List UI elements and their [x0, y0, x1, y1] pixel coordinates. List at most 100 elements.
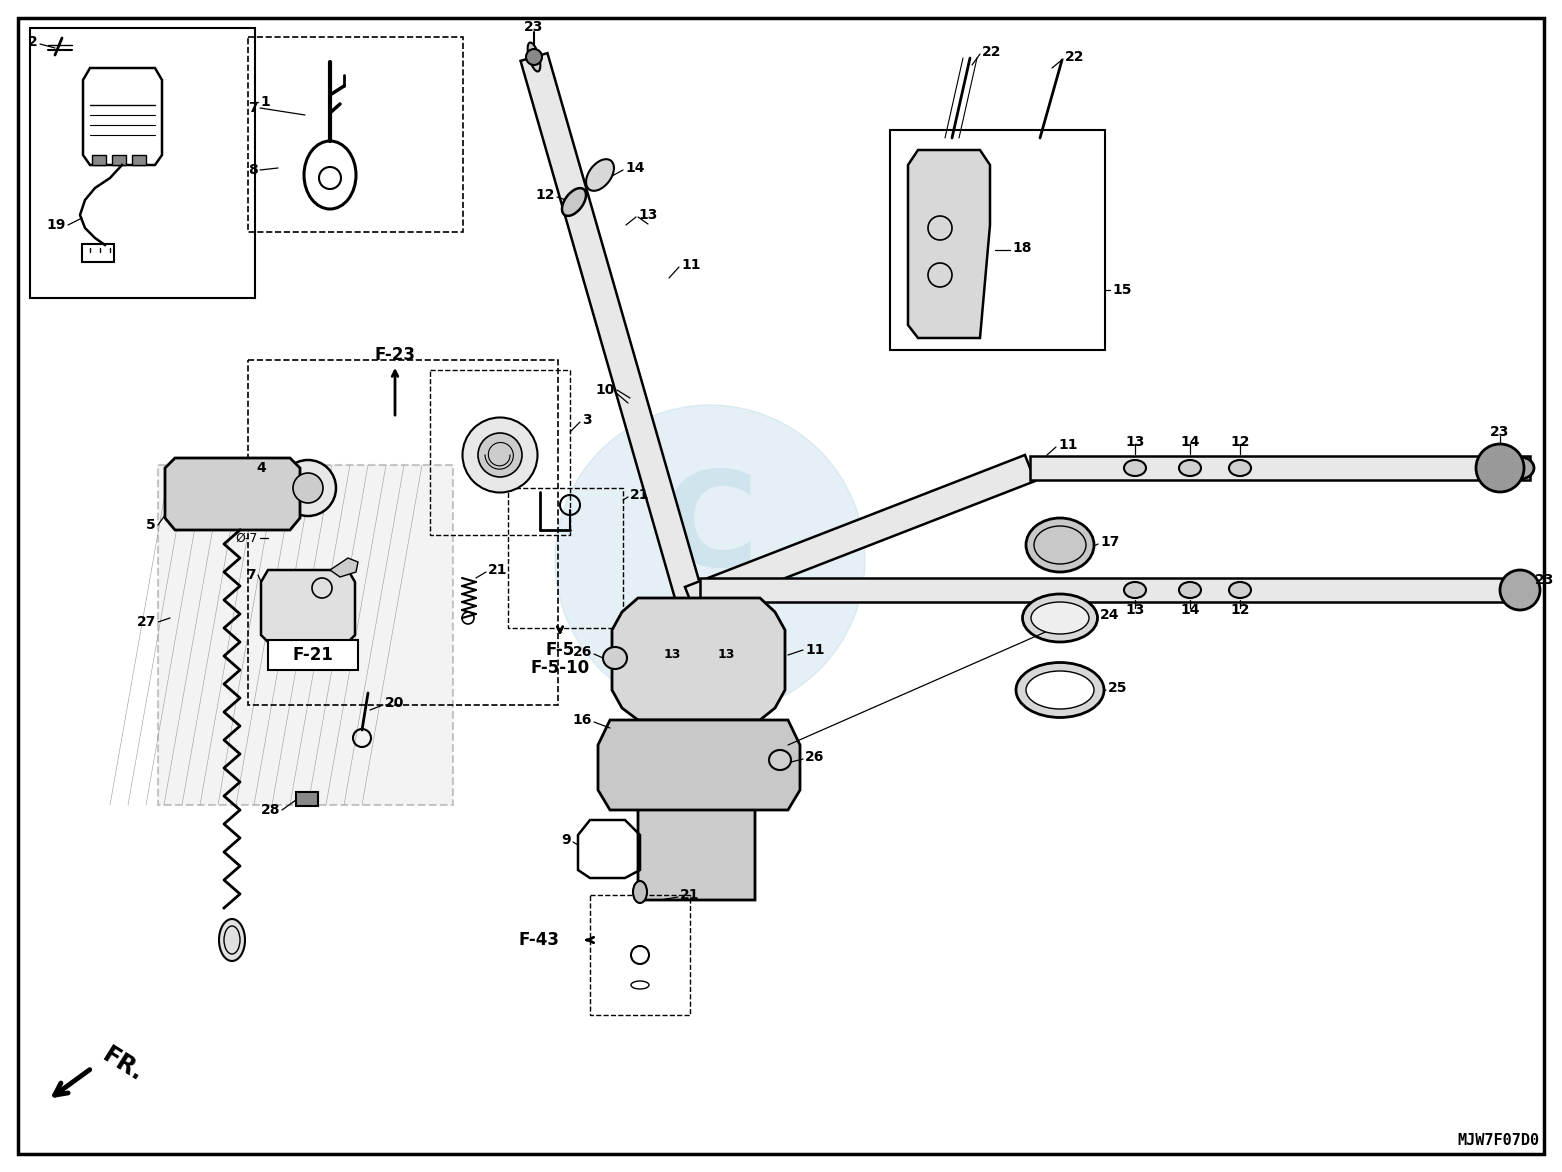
- Ellipse shape: [1179, 582, 1201, 598]
- Text: 22: 22: [982, 45, 1001, 59]
- Text: 11: 11: [804, 643, 825, 657]
- Text: 14: 14: [1181, 604, 1200, 616]
- Ellipse shape: [1229, 459, 1251, 476]
- Text: 16: 16: [573, 713, 592, 727]
- Text: F-43: F-43: [519, 931, 561, 949]
- Text: 7: 7: [248, 101, 258, 115]
- Bar: [30, 28, 255, 298]
- Bar: [508, 488, 623, 628]
- Bar: [158, 465, 453, 805]
- Text: 21: 21: [629, 488, 650, 502]
- Text: 4: 4: [256, 461, 266, 475]
- Ellipse shape: [294, 473, 323, 503]
- Circle shape: [526, 49, 542, 64]
- Bar: [81, 244, 114, 263]
- Polygon shape: [330, 558, 358, 577]
- Bar: [92, 155, 106, 165]
- Polygon shape: [598, 720, 800, 810]
- Text: 19: 19: [47, 218, 66, 232]
- Bar: [590, 895, 690, 1015]
- Text: 7: 7: [247, 568, 256, 582]
- Text: 10: 10: [595, 383, 615, 397]
- Ellipse shape: [1031, 602, 1089, 634]
- Text: 23: 23: [1490, 425, 1510, 440]
- Text: 11: 11: [1057, 438, 1078, 452]
- Text: 23: 23: [525, 20, 544, 34]
- Text: F-21: F-21: [292, 646, 333, 665]
- Text: 20: 20: [384, 696, 405, 710]
- Text: 12: 12: [536, 188, 555, 202]
- Polygon shape: [1029, 456, 1531, 481]
- Ellipse shape: [1229, 582, 1251, 598]
- Ellipse shape: [1026, 518, 1093, 572]
- Ellipse shape: [1125, 582, 1147, 598]
- Text: 21: 21: [487, 563, 508, 577]
- Text: 13: 13: [664, 648, 681, 661]
- Polygon shape: [520, 53, 703, 604]
- Text: 2: 2: [28, 35, 37, 49]
- Text: 9: 9: [561, 833, 572, 847]
- Bar: [133, 155, 145, 165]
- Text: 11: 11: [681, 258, 700, 272]
- Bar: [248, 38, 462, 232]
- Text: 17: 17: [1100, 534, 1120, 548]
- Polygon shape: [166, 458, 300, 530]
- Text: 26: 26: [804, 750, 825, 764]
- Text: MJW7F07D0: MJW7F07D0: [1457, 1133, 1540, 1149]
- Bar: [890, 130, 1104, 350]
- Text: 13: 13: [1125, 435, 1145, 449]
- Text: 5: 5: [147, 518, 156, 532]
- Ellipse shape: [586, 159, 614, 191]
- Text: 14: 14: [1181, 435, 1200, 449]
- Polygon shape: [684, 455, 1036, 613]
- Text: 12: 12: [1231, 604, 1250, 616]
- Text: 23: 23: [1535, 573, 1554, 587]
- Ellipse shape: [603, 647, 626, 669]
- Text: 14: 14: [625, 161, 645, 175]
- Polygon shape: [700, 578, 1531, 602]
- Text: 3: 3: [583, 413, 592, 427]
- Circle shape: [1476, 444, 1525, 492]
- Ellipse shape: [219, 919, 245, 961]
- Bar: [297, 792, 319, 806]
- Text: 18: 18: [1012, 241, 1031, 255]
- Text: 28: 28: [261, 803, 280, 817]
- Text: 26: 26: [573, 645, 592, 659]
- Ellipse shape: [769, 750, 790, 770]
- Bar: [248, 360, 558, 706]
- Polygon shape: [637, 720, 754, 900]
- Ellipse shape: [462, 417, 537, 492]
- Bar: [112, 155, 127, 165]
- Ellipse shape: [562, 189, 586, 216]
- Ellipse shape: [528, 42, 540, 71]
- Text: 1: 1: [259, 95, 270, 109]
- Ellipse shape: [1506, 457, 1534, 479]
- Circle shape: [1500, 570, 1540, 609]
- Circle shape: [555, 406, 865, 715]
- Text: 22: 22: [1065, 50, 1084, 64]
- Bar: [430, 370, 570, 534]
- Polygon shape: [612, 598, 786, 720]
- Text: 15: 15: [1112, 282, 1131, 297]
- Text: 13: 13: [717, 648, 734, 661]
- Ellipse shape: [1179, 459, 1201, 476]
- Ellipse shape: [1026, 672, 1093, 709]
- Ellipse shape: [633, 881, 647, 902]
- Circle shape: [478, 432, 522, 477]
- Text: 13: 13: [637, 207, 658, 222]
- Text: C: C: [661, 466, 759, 593]
- Text: FR.: FR.: [98, 1043, 148, 1086]
- Ellipse shape: [1015, 662, 1104, 717]
- Ellipse shape: [280, 459, 336, 516]
- Text: 12: 12: [1231, 435, 1250, 449]
- Text: F-5-10: F-5-10: [531, 659, 589, 677]
- Text: F-5: F-5: [545, 641, 575, 659]
- Text: 25: 25: [1107, 681, 1128, 695]
- Text: F-23: F-23: [375, 346, 415, 364]
- Polygon shape: [261, 570, 355, 642]
- Text: 21: 21: [679, 888, 700, 902]
- Text: Ø-7: Ø-7: [236, 531, 258, 545]
- Bar: [269, 640, 358, 670]
- Ellipse shape: [1125, 459, 1147, 476]
- Text: 24: 24: [1100, 608, 1120, 622]
